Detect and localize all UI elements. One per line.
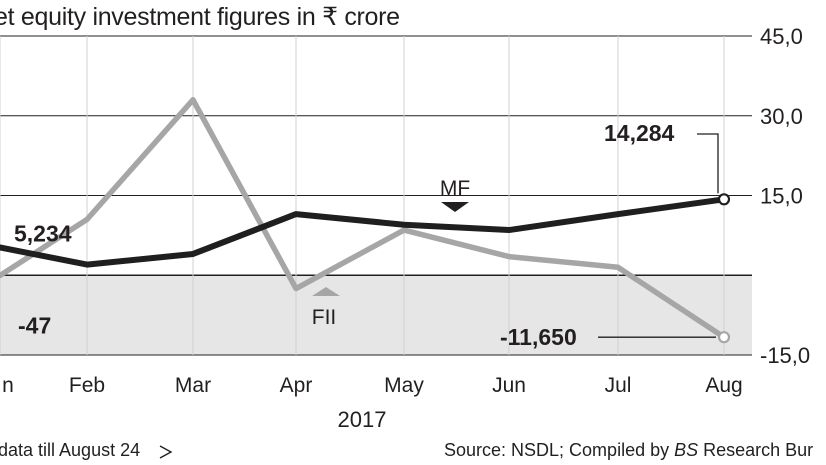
y-tick-label: -15,0	[760, 343, 810, 368]
y-tick-label: 30,0	[760, 104, 803, 129]
pointer-icon	[441, 202, 469, 212]
footer-note: data till August 24	[0, 440, 173, 460]
svg-text:data till August 24: data till August 24	[0, 440, 140, 460]
x-tick-label: Apr	[280, 374, 313, 397]
source-note: Source: NSDL; Compiled by BS Research Bu…	[444, 440, 813, 460]
y-tick-label: 15,0	[760, 184, 803, 209]
data-label: -11,650	[500, 324, 577, 350]
data-label: -47	[18, 312, 51, 338]
x-tick-label: Aug	[705, 374, 742, 397]
x-tick-label: Jul	[605, 374, 632, 397]
x-tick-label: Jun	[492, 374, 526, 397]
leader-line	[697, 133, 719, 194]
data-label: 14,284	[604, 120, 675, 146]
arrow-icon	[159, 445, 173, 459]
y-tick-label: 45,0	[760, 24, 803, 49]
series-line-fii	[0, 97, 727, 340]
series-label-fii: FII	[312, 306, 337, 329]
x-axis-year-label: 2017	[338, 407, 387, 432]
x-tick-label: Feb	[69, 374, 105, 397]
negative-region	[0, 275, 752, 355]
series-line-mf	[0, 196, 727, 268]
x-tick-label: Mar	[175, 374, 211, 397]
data-label: 5,234	[14, 220, 72, 246]
chart-title: et equity investment figures in ₹ crore	[0, 3, 400, 31]
end-marker-fii	[717, 331, 731, 344]
series-label-mf: MF	[440, 177, 470, 200]
x-tick-label: May	[384, 374, 424, 397]
x-tick-label: n	[2, 374, 14, 397]
end-marker-mf	[717, 193, 731, 206]
pointer-icon	[312, 287, 340, 296]
